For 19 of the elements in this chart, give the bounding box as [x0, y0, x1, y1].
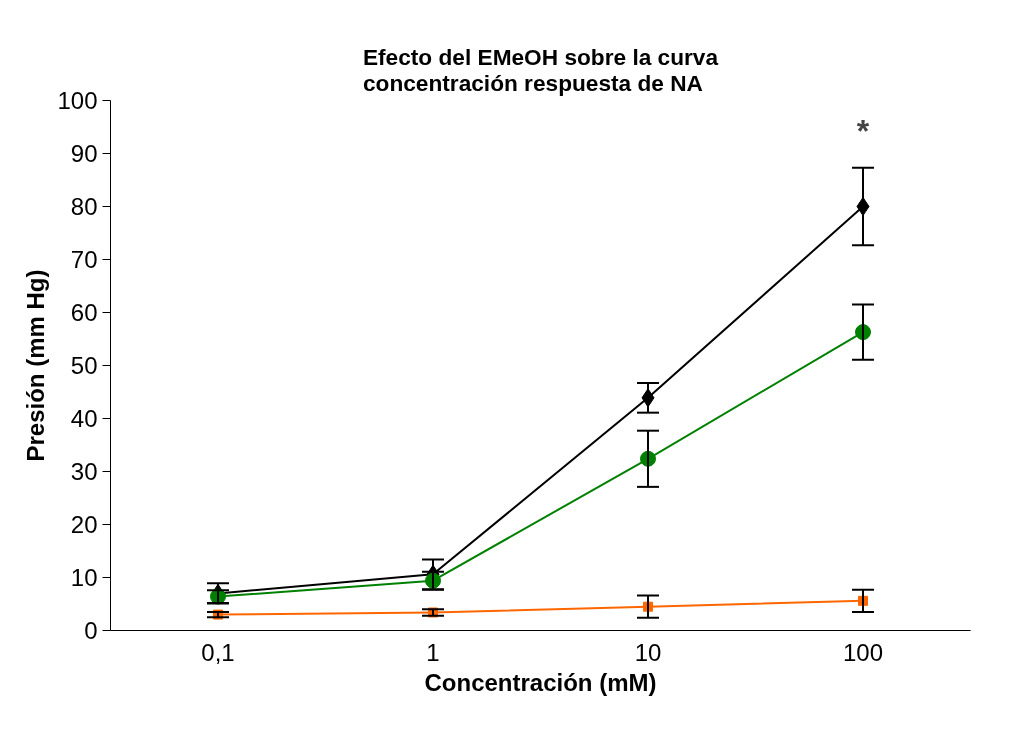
x-tick-label: 10 [634, 638, 662, 666]
x-axis-title: Concentración (mM) [424, 668, 657, 696]
y-axis-title: Presión (mm Hg) [22, 269, 50, 462]
y-tick-label: 90 [70, 140, 98, 167]
y-tick-label: 30 [70, 458, 98, 485]
y-tick-label: 10 [70, 564, 98, 591]
y-tick-label: 40 [70, 405, 98, 432]
y-tick-label: 0 [84, 617, 98, 644]
y-tick-label: 20 [70, 511, 98, 538]
annotation: * [856, 112, 870, 149]
x-tick-label: 100 [842, 638, 884, 666]
y-tick-label: 100 [57, 87, 98, 114]
x-tick-label: 0,1 [201, 638, 235, 666]
y-tick-label: 50 [70, 352, 98, 379]
y-tick-label: 70 [70, 246, 98, 273]
x-tick-label: 1 [426, 638, 440, 666]
chart-title: Efecto del EMeOH sobre la curva concentración respuesta de NA [362, 43, 719, 96]
y-tick-label: 80 [70, 193, 98, 220]
y-tick-label: 60 [70, 299, 98, 326]
